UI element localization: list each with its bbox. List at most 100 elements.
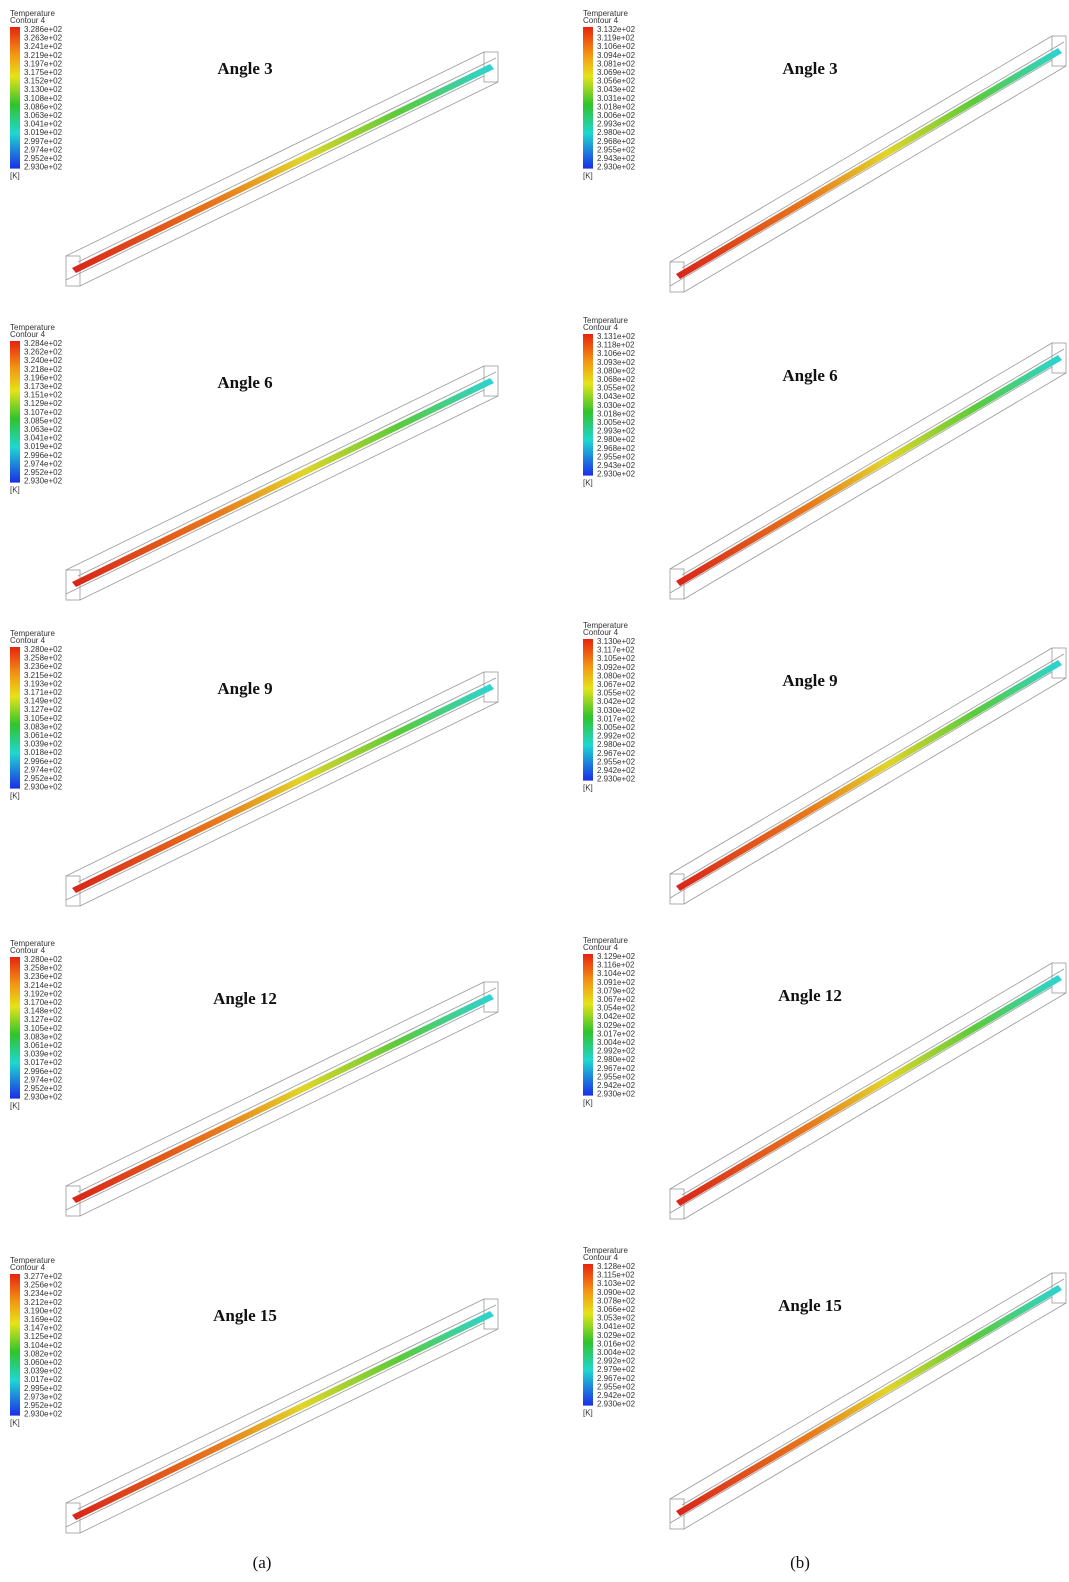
temperature-strip [72, 64, 494, 273]
beam-edge [66, 390, 484, 594]
angle-label: Angle 3 [782, 59, 837, 78]
beam-edge [670, 1273, 1052, 1499]
beam-edge [682, 969, 1064, 1195]
beam-edge [684, 373, 1066, 599]
temperature-strip [72, 994, 494, 1203]
color-bar [583, 27, 593, 169]
beam-edge [66, 672, 484, 876]
beam-edge [78, 988, 496, 1192]
legend-subtitle: Contour 4 [583, 628, 619, 637]
legend-label: 2.930e+02 [597, 470, 636, 479]
angle-label: Angle 6 [217, 373, 272, 392]
contour-panel: TemperatureContour 43.130e+023.117e+023.… [583, 621, 1066, 904]
legend-label: 2.930e+02 [597, 1090, 636, 1099]
beam-edge [682, 42, 1064, 268]
contour-panel: TemperatureContour 43.277e+023.256e+023.… [10, 1256, 498, 1533]
beam-edge [670, 1297, 1052, 1523]
legend-subtitle: Contour 4 [583, 1253, 619, 1262]
figure: (a) TemperatureContour 43.286e+023.263e+0… [0, 0, 1069, 1582]
legend-subtitle: Contour 4 [10, 1263, 46, 1272]
angle-label: Angle 9 [782, 671, 837, 690]
beam-edge [78, 372, 496, 576]
legend-subtitle: Contour 4 [10, 946, 46, 955]
beam-edge [66, 366, 484, 570]
angle-label: Angle 15 [778, 1296, 842, 1315]
temperature-strip [676, 48, 1062, 279]
legend-label: 2.930e+02 [24, 477, 63, 486]
color-bar [10, 27, 20, 169]
beam-edge [684, 66, 1066, 292]
beam-edge [66, 982, 484, 1186]
beam-edge [670, 672, 1052, 898]
contour-panel: TemperatureContour 43.284e+023.262e+023.… [10, 323, 498, 600]
color-bar [10, 647, 20, 789]
temperature-strip [72, 1311, 494, 1520]
beam-edge [670, 987, 1052, 1213]
beam-edge [80, 702, 498, 906]
angle-label: Angle 9 [217, 679, 272, 698]
angle-label: Angle 12 [778, 986, 842, 1005]
legend-subtitle: Contour 4 [10, 330, 46, 339]
legend-unit: [K] [10, 1419, 20, 1428]
beam-edge [682, 654, 1064, 880]
color-bar [10, 1274, 20, 1416]
contour-panel: TemperatureContour 43.129e+023.116e+023.… [583, 936, 1066, 1219]
beam-edge [684, 993, 1066, 1219]
beam-edge [670, 963, 1052, 1189]
beam-edge [66, 1323, 484, 1527]
temperature-strip [676, 975, 1062, 1206]
angle-label: Angle 3 [217, 59, 272, 78]
color-bar [583, 954, 593, 1096]
beam-edge [670, 36, 1052, 262]
beam-edge [670, 648, 1052, 874]
legend-label: 2.930e+02 [597, 1400, 636, 1409]
legend-unit: [K] [10, 792, 20, 801]
color-bar [10, 341, 20, 483]
beam-edge [78, 678, 496, 882]
contour-panel: TemperatureContour 43.280e+023.258e+023.… [10, 939, 498, 1216]
temperature-strip [676, 355, 1062, 586]
caption: (b) [790, 1553, 810, 1572]
beam-edge [80, 82, 498, 286]
legend-subtitle: Contour 4 [583, 943, 619, 952]
temperature-strip [676, 660, 1062, 891]
color-bar [583, 1264, 593, 1406]
angle-label: Angle 15 [213, 1306, 277, 1325]
beam-edge [670, 60, 1052, 286]
contour-panel: TemperatureContour 43.128e+023.115e+023.… [583, 1246, 1066, 1529]
legend-unit: [K] [583, 784, 593, 793]
legend-label: 2.930e+02 [24, 783, 63, 792]
legend-label: 2.930e+02 [24, 1093, 63, 1102]
legend-label: 2.930e+02 [24, 163, 63, 172]
contour-panel: TemperatureContour 43.286e+023.263e+023.… [10, 9, 498, 286]
legend-unit: [K] [10, 172, 20, 181]
angle-label: Angle 6 [782, 366, 837, 385]
color-bar [583, 334, 593, 476]
beam-edge [66, 52, 484, 256]
legend-unit: [K] [10, 1102, 20, 1111]
beam-edge [66, 1006, 484, 1210]
beam-edge [682, 1279, 1064, 1505]
beam-edge [80, 396, 498, 600]
legend-subtitle: Contour 4 [10, 636, 46, 645]
legend-subtitle: Contour 4 [10, 16, 46, 25]
beam-edge [66, 696, 484, 900]
legend-unit: [K] [10, 486, 20, 495]
beam-edge [80, 1329, 498, 1533]
legend-unit: [K] [583, 479, 593, 488]
caption: (a) [253, 1553, 272, 1572]
beam-edge [670, 343, 1052, 569]
angle-label: Angle 12 [213, 989, 277, 1008]
beam-edge [78, 58, 496, 262]
temperature-strip [72, 684, 494, 893]
temperature-strip [676, 1285, 1062, 1516]
legend-subtitle: Contour 4 [583, 323, 619, 332]
beam-edge [80, 1012, 498, 1216]
beam-edge [66, 76, 484, 280]
temperature-strip [72, 378, 494, 587]
legend-subtitle: Contour 4 [583, 16, 619, 25]
legend-unit: [K] [583, 172, 593, 181]
beam-edge [684, 678, 1066, 904]
